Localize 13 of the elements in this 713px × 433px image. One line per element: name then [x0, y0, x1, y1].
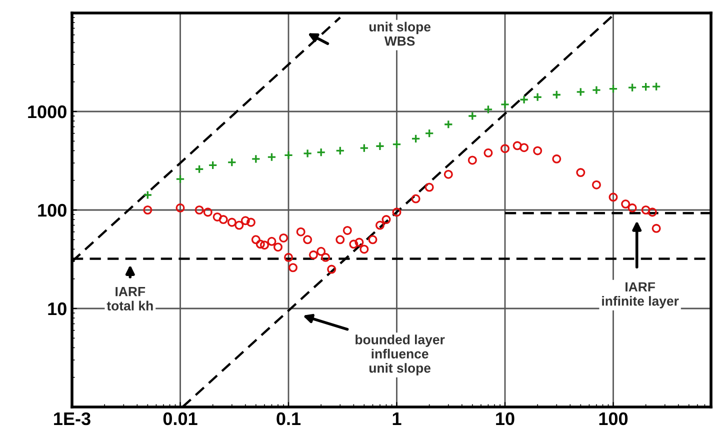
- x-tick-label: 1E-3: [54, 412, 90, 426]
- x-tick-label: 100: [599, 412, 628, 426]
- y-tick-label: 10: [48, 302, 66, 316]
- annotation: unit slope WBS: [369, 22, 431, 46]
- y-tick-label: 100: [38, 204, 66, 217]
- x-tick-label: 0.01: [163, 412, 198, 426]
- annotation: IARF infinite layer: [602, 282, 679, 308]
- annotation: bounded layer influence unit slope: [356, 334, 445, 376]
- x-tick-label: 0.1: [276, 412, 301, 426]
- x-tick-label: 10: [496, 412, 514, 426]
- y-tick-label: 1000: [28, 105, 66, 118]
- annotation: IARF total kh: [106, 287, 153, 310]
- x-tick-label: 1: [392, 412, 402, 425]
